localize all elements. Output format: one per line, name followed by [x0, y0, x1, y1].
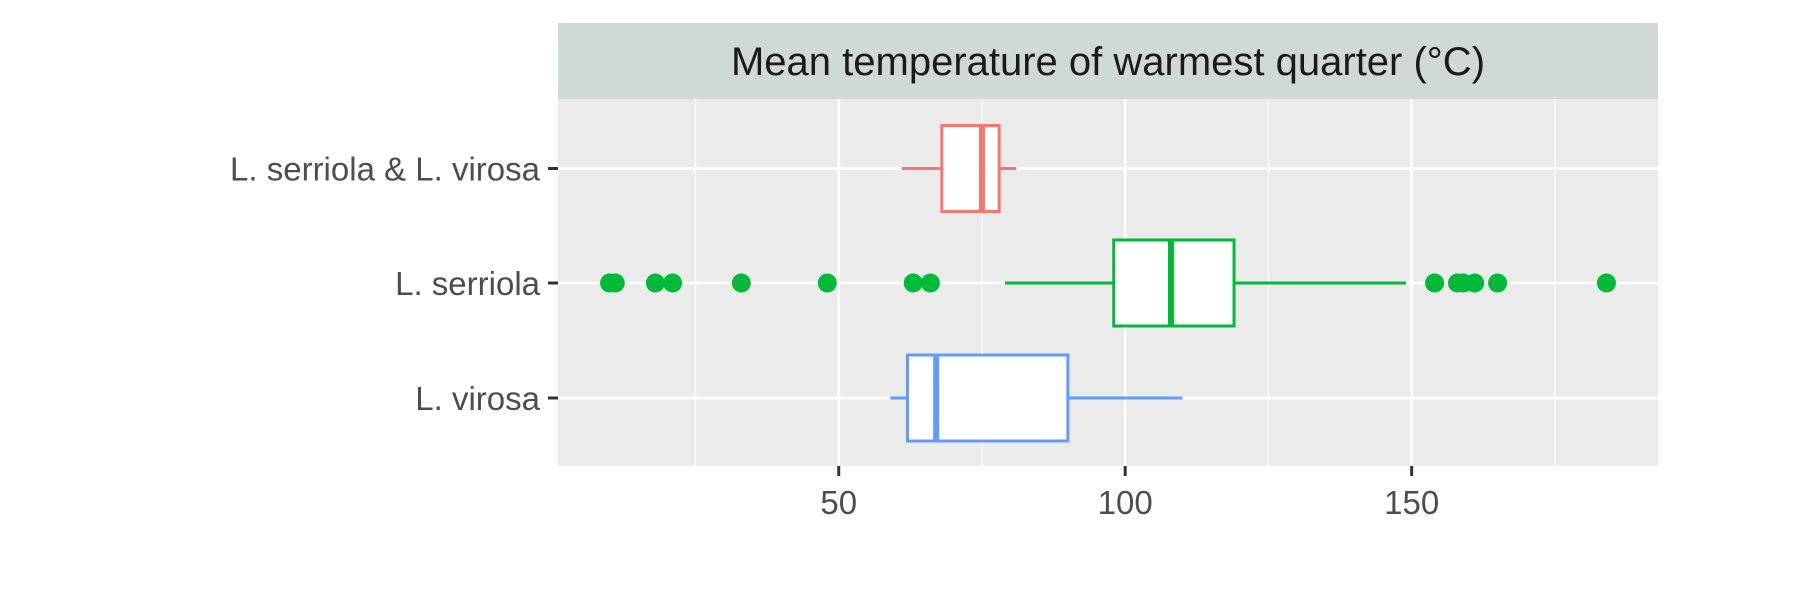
outlier-point — [605, 273, 625, 293]
y-tick-label: L. virosa — [415, 380, 540, 417]
outlier-point — [645, 273, 665, 293]
outlier-point — [817, 273, 837, 293]
outlier-point — [731, 273, 751, 293]
x-tick-label: 50 — [820, 484, 857, 521]
x-tick-label: 150 — [1384, 484, 1439, 521]
y-tick-label: L. serriola — [395, 265, 541, 302]
chart-title: Mean temperature of warmest quarter (°C) — [731, 40, 1485, 84]
axis-layer: L. serriola & L. virosa L. serriola L. vir… — [230, 151, 1439, 522]
outlier-point — [1488, 273, 1508, 293]
box-iqr — [940, 124, 1001, 213]
outlier-point — [903, 273, 923, 293]
strip-background — [558, 23, 1658, 99]
outlier-point — [1596, 273, 1616, 293]
outlier-point — [1465, 273, 1485, 293]
y-tick-label: L. serriola & L. virosa — [230, 151, 541, 188]
outlier-point — [920, 273, 940, 293]
x-tick-label: 100 — [1098, 484, 1153, 521]
outlier-point — [663, 273, 683, 293]
box-layer — [600, 124, 1616, 443]
outlier-point — [1425, 273, 1445, 293]
box-iqr — [905, 353, 1070, 443]
